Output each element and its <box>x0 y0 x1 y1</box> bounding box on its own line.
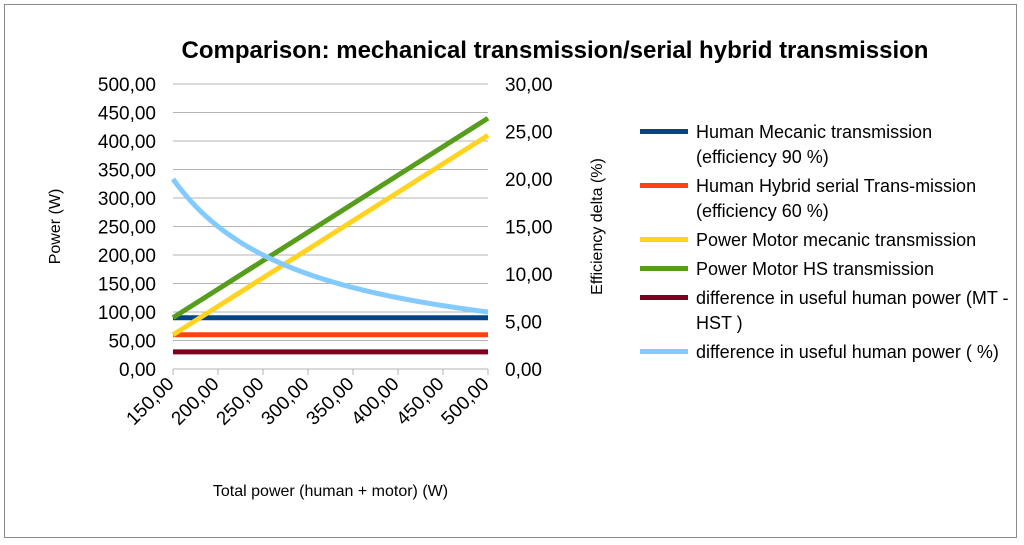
series-line-3 <box>171 133 490 337</box>
y2-tick-label: 10,00 <box>505 265 553 286</box>
legend-swatch <box>640 266 688 271</box>
y-axis-title: Power (W) <box>47 189 64 265</box>
y-tick-label: 50,00 <box>108 332 156 353</box>
legend-label: Human Mecanic transmission (efficiency 9… <box>696 122 933 167</box>
x-tick-label: 200,00 <box>168 374 224 430</box>
chart-legend: Human Mecanic transmission (efficiency 9… <box>640 120 1010 369</box>
legend-label: difference in useful human power (MT - H… <box>696 288 1009 333</box>
y-tick-label: 450,00 <box>98 104 156 125</box>
chart-frame <box>4 4 1017 538</box>
y-tick-label: 500,00 <box>98 75 156 96</box>
legend-label: Human Hybrid serial Trans-mission (effic… <box>696 176 977 221</box>
x-tick-label: 450,00 <box>393 374 449 430</box>
legend-item: difference in useful human power (MT - H… <box>640 286 1010 336</box>
y-tick-label: 150,00 <box>98 275 156 296</box>
y-tick-label: 250,00 <box>98 218 156 239</box>
x-axis-title: Total power (human + motor) (W) <box>213 483 448 500</box>
legend-swatch <box>640 295 688 300</box>
x-tick-label: 400,00 <box>348 374 404 430</box>
y2-axis-title: Efficiency delta (%) <box>589 158 606 295</box>
y-tick-label: 200,00 <box>98 246 156 267</box>
x-tick-label: 350,00 <box>303 374 359 430</box>
legend-swatch <box>640 129 688 134</box>
y2-tick-label: 0,00 <box>505 360 542 381</box>
legend-item: Power Motor HS transmission <box>640 257 1010 282</box>
y-tick-label: 400,00 <box>98 132 156 153</box>
series-line-6 <box>170 177 489 315</box>
y2-tick-label: 20,00 <box>505 170 553 191</box>
legend-label: Power Motor HS transmission <box>696 259 935 279</box>
y2-tick-label: 25,00 <box>505 123 553 144</box>
legend-item: Human Mecanic transmission (efficiency 9… <box>640 120 1010 170</box>
legend-swatch <box>640 237 688 242</box>
y2-tick-label: 5,00 <box>505 313 542 334</box>
legend-swatch <box>640 349 688 354</box>
legend-item: Power Motor mecanic transmission <box>640 228 1010 253</box>
legend-item: Human Hybrid serial Trans-mission (effic… <box>640 174 1010 224</box>
legend-item: difference in useful human power ( %) <box>640 340 1010 365</box>
y2-tick-label: 30,00 <box>505 75 553 96</box>
legend-swatch <box>640 183 688 188</box>
x-tick-label: 300,00 <box>258 374 314 430</box>
y-tick-label: 350,00 <box>98 161 156 182</box>
x-tick-label: 150,00 <box>123 374 179 430</box>
legend-label: Power Motor mecanic transmission <box>696 230 977 250</box>
chart-title: Comparison: mechanical transmission/seri… <box>181 37 929 64</box>
series-line-4 <box>171 116 490 320</box>
y-tick-label: 0,00 <box>119 360 156 381</box>
x-tick-label: 500,00 <box>438 374 494 430</box>
legend-label: difference in useful human power ( %) <box>696 342 999 362</box>
y-tick-label: 300,00 <box>98 189 156 210</box>
x-tick-label: 250,00 <box>213 374 269 430</box>
y-tick-label: 100,00 <box>98 303 156 324</box>
y2-tick-label: 15,00 <box>505 218 553 239</box>
